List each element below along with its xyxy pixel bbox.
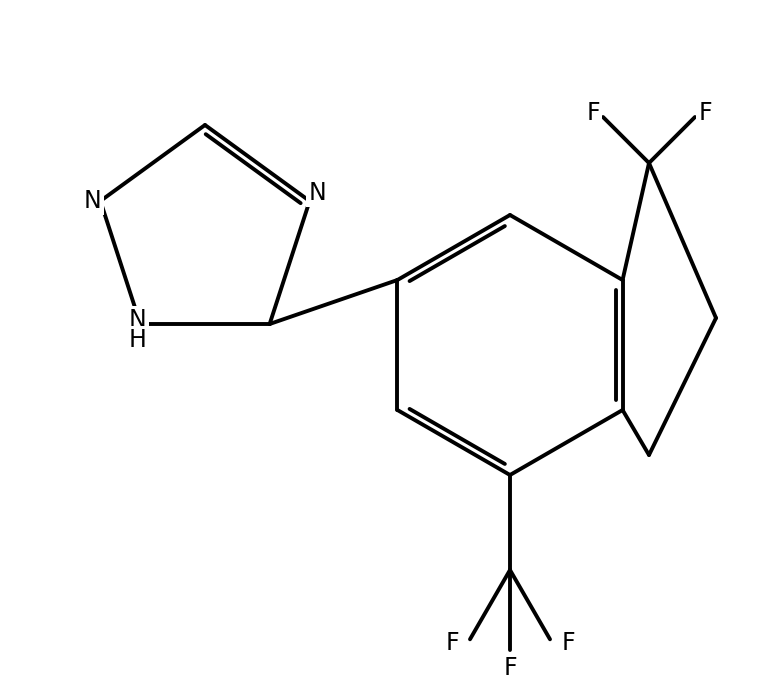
Text: F: F: [445, 631, 459, 655]
Text: N: N: [309, 181, 327, 205]
Text: N: N: [83, 189, 101, 213]
Text: N: N: [128, 308, 146, 332]
Text: F: F: [587, 101, 600, 125]
Text: H: H: [128, 328, 146, 352]
Text: F: F: [698, 101, 712, 125]
Text: F: F: [503, 656, 517, 680]
Text: F: F: [561, 631, 575, 655]
